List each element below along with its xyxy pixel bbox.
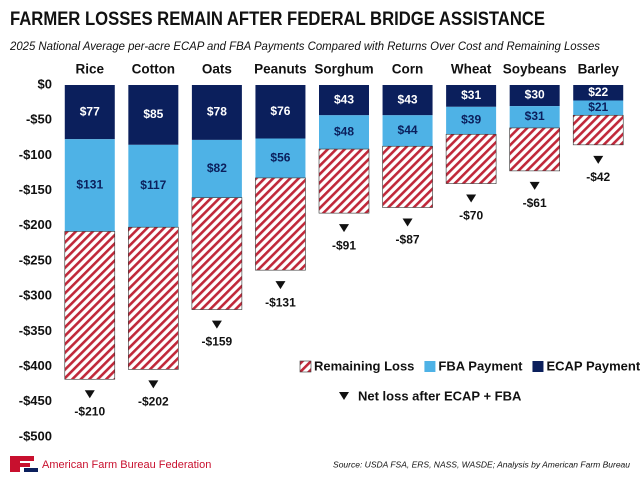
bar-segment (128, 85, 179, 145)
x-tick-label: Corn (392, 62, 424, 77)
y-tick-label: $0 (38, 76, 52, 91)
legend-swatch (299, 360, 312, 373)
y-tick-label: -$300 (19, 288, 52, 303)
bar-segment (572, 114, 624, 146)
x-tick-label: Peanuts (254, 62, 307, 77)
bar-segment (446, 106, 497, 135)
bar-segment (255, 138, 306, 178)
bar-segment (64, 231, 116, 380)
data-label: $76 (270, 104, 290, 118)
bar-segment (191, 85, 242, 140)
organization: American Farm Bureau Federation (42, 459, 211, 471)
data-label: $56 (270, 150, 290, 164)
y-tick-label: -$350 (19, 323, 52, 338)
data-label: -$91 (332, 238, 356, 252)
x-tick-label: Wheat (451, 62, 492, 77)
bar-segment (509, 106, 560, 128)
y-tick-label: -$450 (19, 393, 52, 408)
y-tick-label: -$150 (19, 182, 52, 197)
data-label: $22 (588, 85, 608, 99)
data-label: $78 (207, 105, 227, 119)
bar-segment (573, 85, 624, 101)
x-tick-label: Sorghum (314, 62, 373, 77)
net-loss-marker (84, 390, 95, 399)
legend-label: ECAP Payment (546, 358, 640, 373)
data-label: -$210 (74, 404, 105, 418)
data-label: $43 (398, 92, 418, 106)
x-tick-label: Oats (202, 62, 232, 77)
data-label: $82 (207, 161, 227, 175)
legend-label: FBA Payment (438, 358, 523, 373)
data-label: -$87 (396, 233, 420, 247)
logo (10, 456, 38, 472)
bar-segment (446, 85, 497, 107)
bar-segment (128, 144, 179, 228)
net-loss-marker (593, 155, 604, 164)
data-label: $117 (140, 178, 166, 192)
chart-subtitle: 2025 National Average per-acre ECAP and … (9, 41, 600, 53)
y-tick-label: -$100 (19, 147, 52, 162)
data-label: $44 (398, 123, 418, 137)
data-label: $43 (334, 92, 354, 106)
data-label: $39 (461, 113, 481, 127)
y-tick-label: -$50 (26, 112, 52, 127)
x-tick-label: Rice (76, 62, 105, 77)
data-label: -$70 (459, 209, 483, 223)
bar-segment (382, 145, 433, 208)
bar-segment (255, 177, 306, 271)
data-label: $131 (76, 177, 103, 191)
bar-segment (573, 100, 624, 116)
bar-segment (319, 115, 369, 150)
data-label: -$61 (523, 196, 547, 210)
y-tick-label: -$400 (19, 358, 52, 373)
bar-segment (191, 197, 243, 310)
data-label: $21 (588, 100, 608, 114)
bar-segment (128, 226, 179, 370)
source: Source: USDA FSA, ERS, NASS, WASDE; Anal… (333, 459, 630, 469)
annotation-marker (339, 392, 349, 400)
net-loss-marker (529, 181, 540, 190)
bar-segment (509, 127, 560, 172)
bar-segment (255, 85, 306, 139)
bar-segment (319, 85, 369, 116)
annotation: Net loss after ECAP + FBA (358, 388, 522, 403)
y-tick-label: -$250 (19, 252, 52, 267)
data-label: -$202 (138, 395, 169, 409)
net-loss-marker (402, 218, 413, 227)
x-tick-label: Soybeans (503, 62, 567, 77)
data-label: -$159 (202, 335, 233, 349)
y-tick-label: -$200 (19, 217, 52, 232)
net-loss-marker (211, 320, 222, 329)
data-label: $77 (80, 104, 100, 118)
bar-segment (64, 139, 115, 232)
x-tick-label: Barley (578, 62, 620, 77)
legend-label: Remaining Loss (314, 358, 414, 373)
data-label: $85 (143, 107, 163, 121)
bar-segment (191, 139, 242, 198)
data-label: $31 (461, 88, 481, 102)
net-loss-marker (339, 224, 349, 233)
x-tick-label: Cotton (132, 62, 175, 77)
bar-segment (64, 85, 115, 140)
bar-segment (382, 85, 433, 116)
data-label: $30 (525, 88, 545, 102)
data-label: $31 (525, 109, 545, 123)
chart-title: FARMER LOSSES REMAIN AFTER FEDERAL BRIDG… (10, 9, 545, 30)
bar-segment (445, 133, 497, 184)
data-label: -$42 (586, 170, 610, 184)
y-tick-label: -$500 (19, 428, 52, 443)
legend-swatch (532, 361, 544, 372)
net-loss-marker (148, 380, 159, 389)
bar-segment (318, 148, 370, 214)
bar-segment (382, 115, 433, 147)
bar-segment (509, 85, 560, 107)
data-label: -$131 (265, 295, 296, 309)
legend-swatch (424, 361, 436, 372)
net-loss-marker (275, 281, 286, 290)
data-label: $48 (334, 124, 354, 138)
net-loss-marker (466, 194, 477, 203)
